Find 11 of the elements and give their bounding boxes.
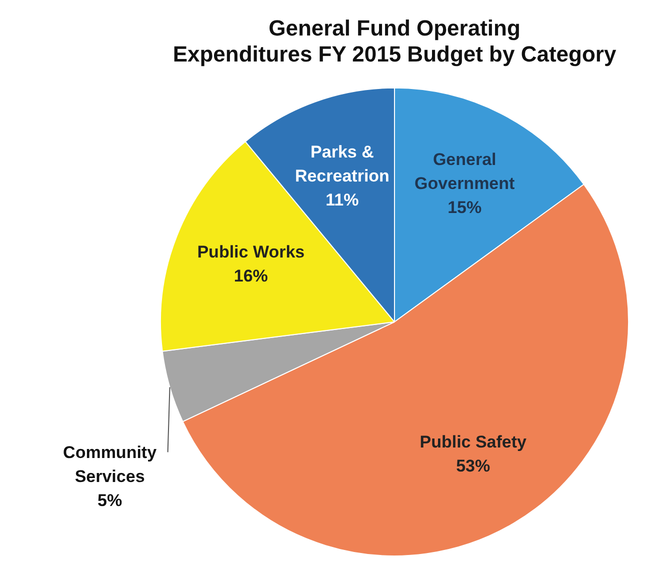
data-label: 5% xyxy=(98,490,122,510)
data-label: 53% xyxy=(456,456,490,476)
chart-title: General Fund Operating Expenditures FY 2015 Budget by Category xyxy=(172,15,617,67)
slice-label: Parks & Recreatrion xyxy=(294,142,390,186)
data-label: 11% xyxy=(326,190,359,210)
data-label: 16% xyxy=(234,266,268,286)
slice-label: General Government xyxy=(414,150,516,193)
slice-label: Community Services xyxy=(63,442,158,486)
slice-label: Public Safety xyxy=(420,432,528,452)
slice-label: Public Works xyxy=(197,242,305,262)
data-label: 15% xyxy=(448,198,482,217)
